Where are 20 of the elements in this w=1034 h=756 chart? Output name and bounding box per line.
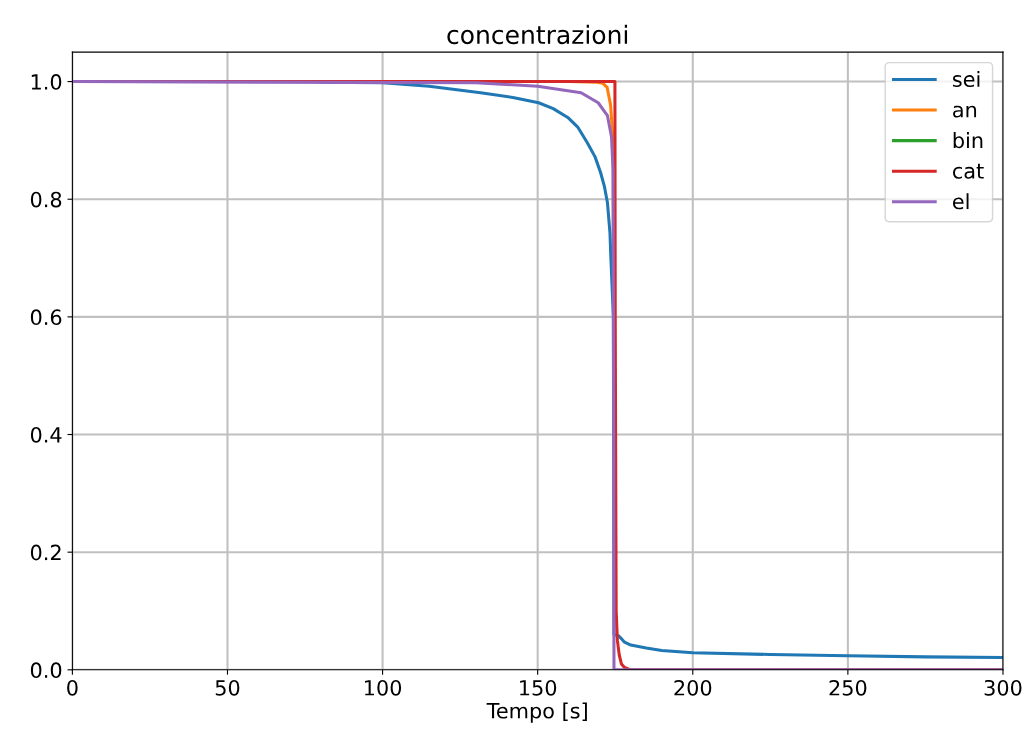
- x-tick-label: 100: [364, 679, 402, 696]
- x-tick-label: 300: [984, 679, 1022, 696]
- x-tick-label: 250: [829, 679, 867, 696]
- x-axis-title: Tempo [s]: [486, 702, 587, 723]
- x-tick-label: 150: [520, 679, 557, 696]
- y-tick-label: 0.4: [30, 426, 62, 443]
- y-tick-label: 0.8: [30, 191, 62, 208]
- legend-label: an: [953, 105, 977, 118]
- x-tick-label: 0: [67, 679, 78, 696]
- legend-label: sei: [952, 70, 980, 88]
- y-tick-label: 0.0: [30, 662, 62, 679]
- legend-label: bin: [953, 132, 983, 149]
- y-tick-label: 0.6: [30, 309, 62, 326]
- y-tick-label: 0.2: [30, 544, 61, 561]
- y-tick-label: 1.0: [31, 74, 62, 90]
- chart-title: concentrazioni: [447, 24, 628, 45]
- legend-label: cat: [952, 163, 984, 179]
- x-tick-label: 50: [215, 679, 240, 696]
- x-tick-label: 200: [674, 679, 712, 696]
- legend-label: el: [952, 193, 969, 210]
